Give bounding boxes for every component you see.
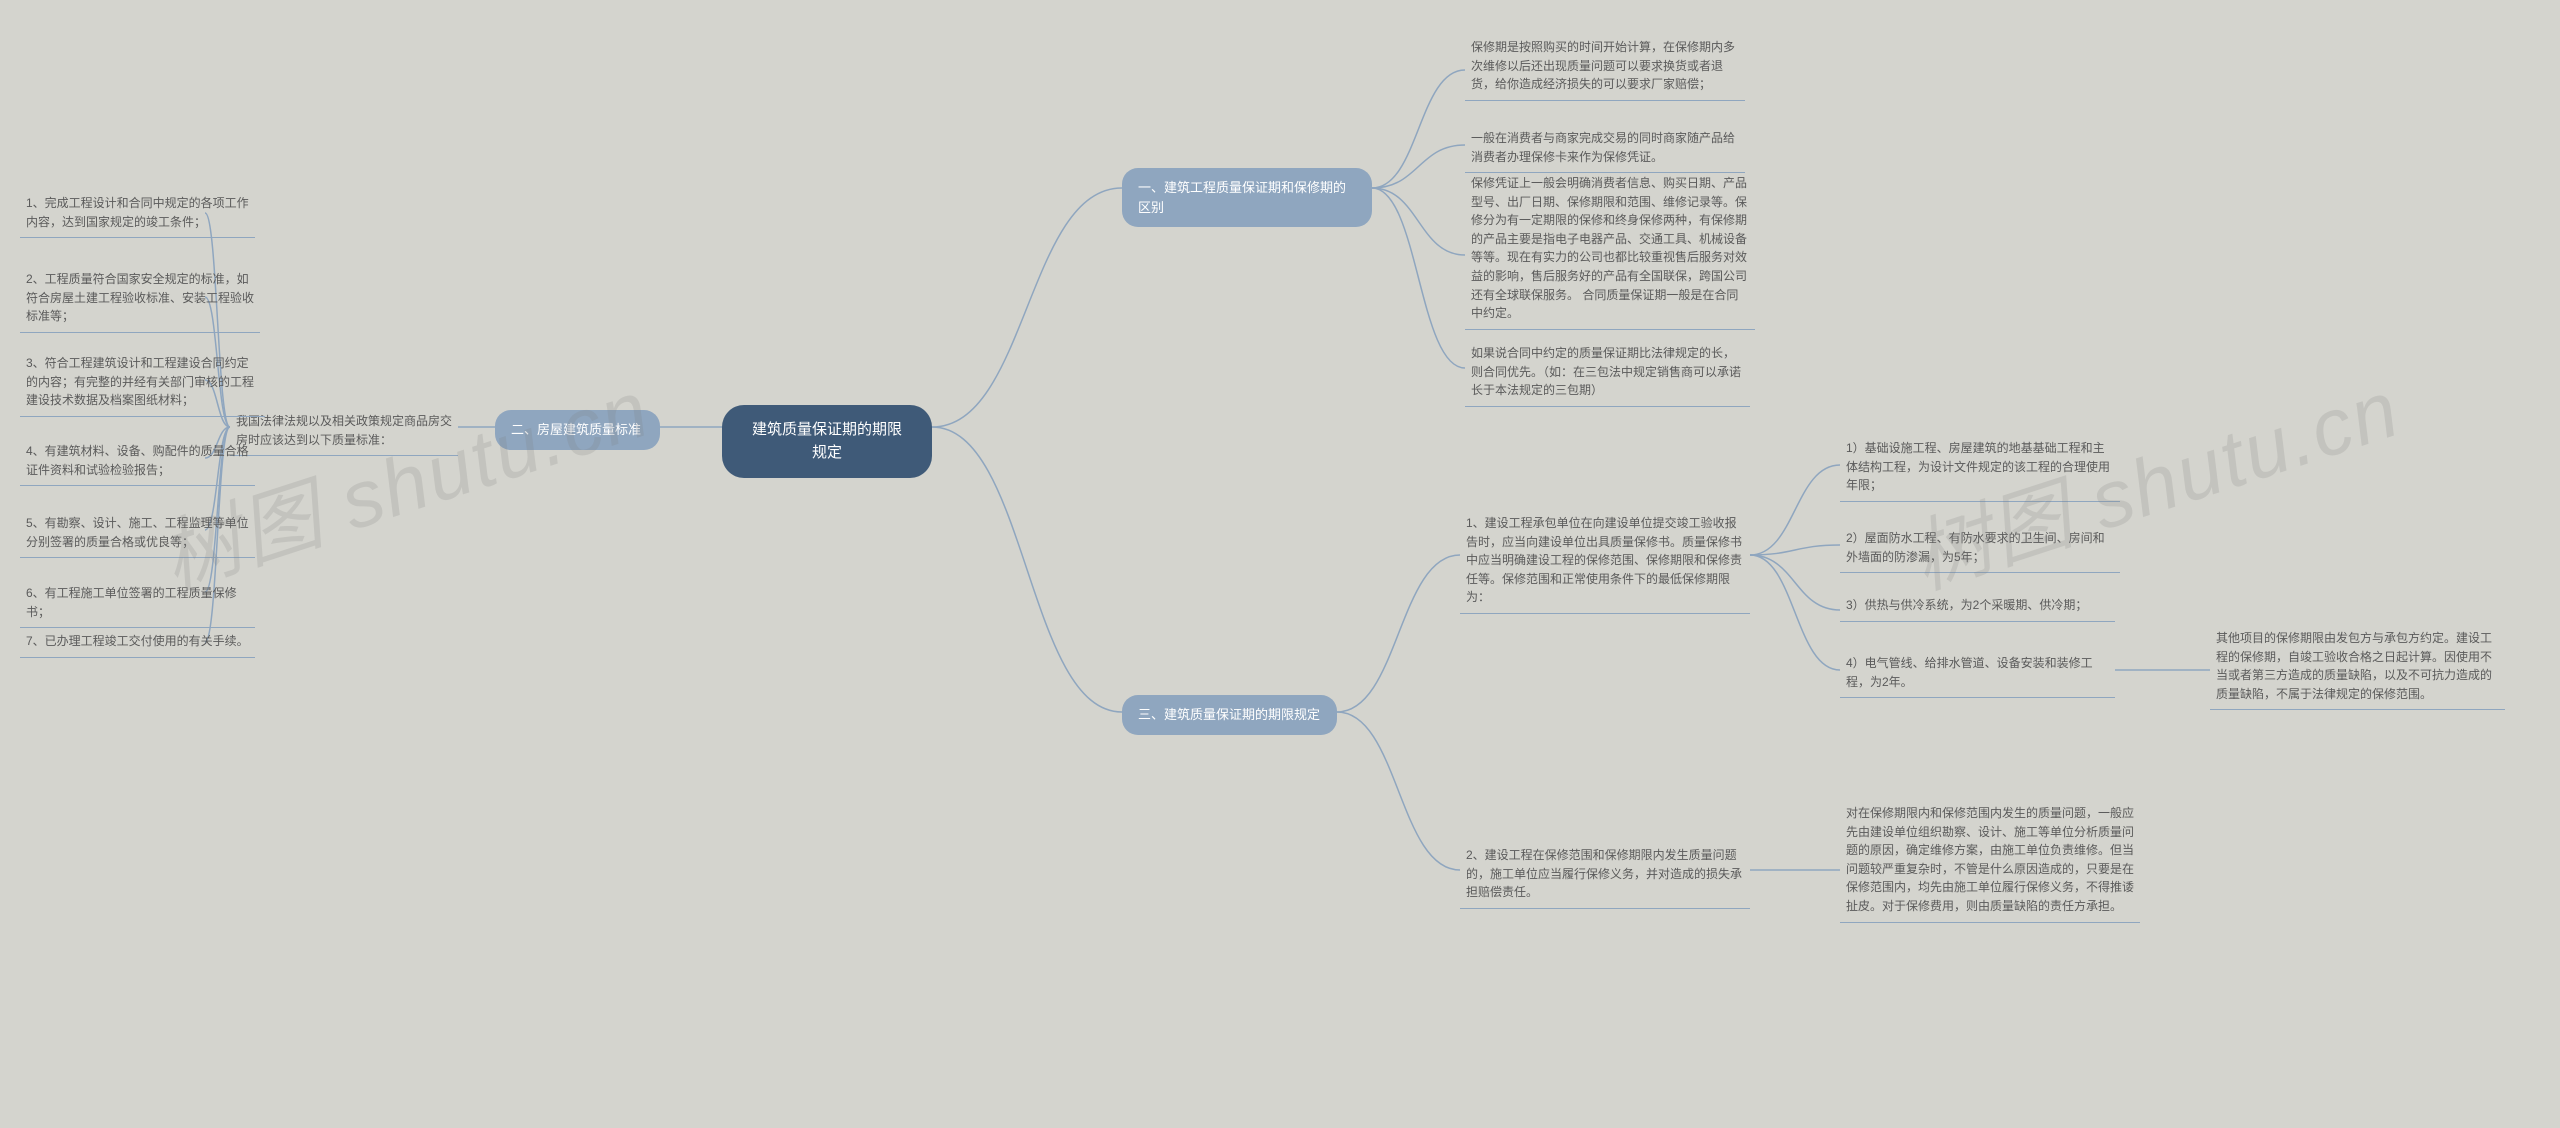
branch-3-child-1: 1、建设工程承包单位在向建设单位提交竣工验收报告时，应当向建设单位出具质量保修书… bbox=[1460, 510, 1750, 614]
leaf-b3-1-3: 3）供热与供冷系统，为2个采暖期、供冷期； bbox=[1840, 592, 2115, 622]
leaf-b2-1: 1、完成工程设计和合同中规定的各项工作内容，达到国家规定的竣工条件； bbox=[20, 190, 255, 238]
leaf-b2-7: 7、已办理工程竣工交付使用的有关手续。 bbox=[20, 628, 255, 658]
leaf-b2-4: 4、有建筑材料、设备、购配件的质量合格证件资料和试验检验报告； bbox=[20, 438, 255, 486]
leaf-b1-2: 一般在消费者与商家完成交易的同时商家随产品给消费者办理保修卡来作为保修凭证。 bbox=[1465, 125, 1745, 173]
branch-1[interactable]: 一、建筑工程质量保证期和保修期的区别 bbox=[1122, 168, 1372, 227]
leaf-b1-3: 保修凭证上一般会明确消费者信息、购买日期、产品型号、出厂日期、保修期限和范围、维… bbox=[1465, 170, 1755, 330]
leaf-b3-1-4: 4）电气管线、给排水管道、设备安装和装修工程，为2年。 bbox=[1840, 650, 2115, 698]
center-node[interactable]: 建筑质量保证期的期限规定 bbox=[722, 405, 932, 478]
leaf-b2-6: 6、有工程施工单位签署的工程质量保修书； bbox=[20, 580, 255, 628]
leaf-b3-1-2: 2）屋面防水工程、有防水要求的卫生间、房间和外墙面的防渗漏，为5年； bbox=[1840, 525, 2120, 573]
leaf-b3-1-1: 1）基础设施工程、房屋建筑的地基基础工程和主体结构工程，为设计文件规定的该工程的… bbox=[1840, 435, 2120, 502]
leaf-b3-2x: 对在保修期限内和保修范围内发生的质量问题，一般应先由建设单位组织勘察、设计、施工… bbox=[1840, 800, 2140, 923]
branch-2[interactable]: 二、房屋建筑质量标准 bbox=[495, 410, 660, 450]
leaf-b2-5: 5、有勘察、设计、施工、工程监理等单位分别签署的质量合格或优良等； bbox=[20, 510, 255, 558]
leaf-b1-4: 如果说合同中约定的质量保证期比法律规定的长，则合同优先。（如：在三包法中规定销售… bbox=[1465, 340, 1750, 407]
leaf-b2-2: 2、工程质量符合国家安全规定的标准，如符合房屋土建工程验收标准、安装工程验收标准… bbox=[20, 266, 260, 333]
branch-3-child-2: 2、建设工程在保修范围和保修期限内发生质量问题的，施工单位应当履行保修义务，并对… bbox=[1460, 842, 1750, 909]
leaf-b1-1: 保修期是按照购买的时间开始计算，在保修期内多次维修以后还出现质量问题可以要求换货… bbox=[1465, 34, 1745, 101]
leaf-b2-3: 3、符合工程建筑设计和工程建设合同约定的内容；有完整的并经有关部门审核的工程建设… bbox=[20, 350, 265, 417]
branch-3[interactable]: 三、建筑质量保证期的期限规定 bbox=[1122, 695, 1337, 735]
leaf-b3-1-4x: 其他项目的保修期限由发包方与承包方约定。建设工程的保修期，自竣工验收合格之日起计… bbox=[2210, 625, 2505, 710]
